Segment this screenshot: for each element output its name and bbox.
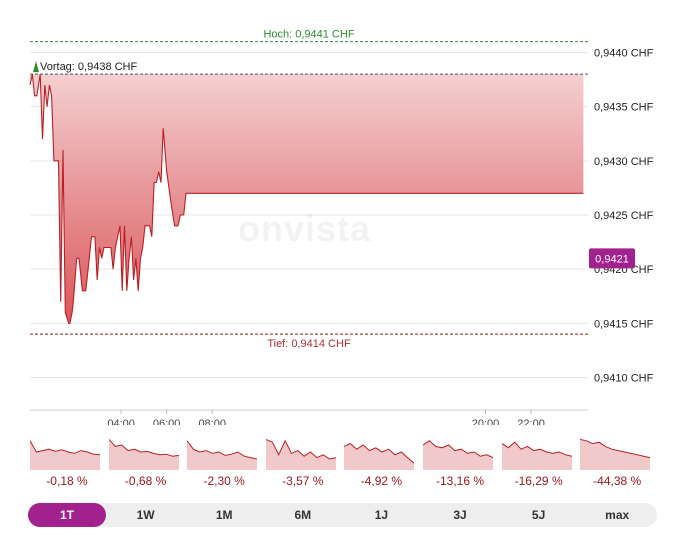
y-tick-label: 0,9435 CHF — [594, 102, 654, 114]
mini-chart-change: -16,29 % — [514, 474, 563, 488]
y-tick-label: 0,9410 CHF — [594, 373, 654, 385]
range-selector: 1T 1W 1M 6M 1J 3J 5J max — [28, 503, 657, 527]
mini-chart[interactable]: -0,18 % — [30, 434, 104, 492]
mini-chart-fill — [423, 440, 493, 470]
low-label: Tief: 0,9414 CHF — [267, 338, 351, 350]
mini-chart-fill — [30, 440, 100, 470]
mini-chart-fill — [501, 442, 572, 470]
range-button-max[interactable]: max — [605, 508, 630, 522]
price-chart[interactable]: 0,9440 CHF 0,9435 CHF 0,9430 CHF 0,9425 CHF… — [0, 0, 676, 425]
mini-chart-graphic — [187, 440, 258, 470]
mini-chart-graphic — [344, 443, 415, 470]
mini-chart-fill — [187, 440, 258, 470]
y-axis-ticks: 0,9440 CHF 0,9435 CHF 0,9430 CHF 0,9425 CHF… — [594, 48, 654, 385]
x-tick-label: 08:00 — [198, 418, 226, 425]
price-fill — [30, 74, 584, 324]
period-mini-charts: -0,18 % -0,68 % -2,30 % -3,57 % -4,92 % -13,1… — [30, 434, 660, 494]
up-arrow-icon — [33, 61, 39, 73]
mini-chart-change: -0,18 % — [46, 474, 88, 488]
mini-chart[interactable]: -4,92 % — [344, 434, 418, 492]
range-button-1j[interactable]: 1J — [374, 508, 389, 522]
last-price-badge: 0,9421 — [589, 248, 635, 269]
mini-chart-fill — [265, 439, 336, 470]
watermark-logo: onvista — [238, 208, 372, 249]
range-button-1m[interactable]: 1M — [215, 508, 233, 522]
mini-chart-line — [344, 443, 415, 464]
mini-chart[interactable]: -16,29 % — [501, 434, 576, 492]
x-tick-label: 22:00 — [517, 418, 545, 425]
mini-chart-line — [108, 439, 179, 457]
mini-chart-fill — [108, 439, 179, 470]
mini-chart-graphic — [501, 441, 572, 470]
mini-chart-fill — [580, 439, 651, 470]
mini-chart-change: -44,38 % — [593, 474, 642, 488]
x-tick-label: 06:00 — [153, 418, 181, 425]
mini-chart[interactable]: -13,16 % — [423, 434, 497, 492]
high-label: Hoch: 0,9441 CHF — [263, 29, 354, 41]
mini-chart[interactable]: -2,30 % — [187, 434, 261, 492]
mini-chart-line — [265, 438, 336, 460]
mini-chart-graphic — [108, 439, 179, 470]
mini-chart-change: -13,16 % — [435, 474, 485, 488]
reference-lines — [30, 41, 588, 335]
mini-chart-graphic — [423, 440, 493, 470]
y-tick-label: 0,9440 CHF — [594, 48, 654, 60]
range-button-6m[interactable]: 6M — [294, 508, 312, 522]
mini-chart-change: -4,92 % — [360, 474, 403, 488]
price-area — [29, 74, 584, 324]
mini-chart[interactable]: -44,38 % — [580, 434, 654, 492]
x-tick-label: 04:00 — [107, 418, 135, 425]
x-tick-label: 20:00 — [472, 418, 500, 425]
range-button-1w[interactable]: 1W — [136, 508, 155, 522]
mini-chart-fill — [344, 443, 415, 470]
mini-chart-graphic — [580, 438, 651, 470]
range-button-5j[interactable]: 5J — [531, 508, 546, 522]
mini-chart-change: -2,30 % — [203, 474, 245, 488]
mini-chart-line — [30, 440, 100, 456]
range-button-1t[interactable]: 1T — [28, 503, 106, 527]
mini-chart[interactable]: -3,57 % — [265, 434, 340, 492]
range-button-3j[interactable]: 3J — [453, 508, 467, 522]
y-tick-label: 0,9415 CHF — [594, 318, 654, 330]
mini-chart-line — [187, 440, 258, 460]
price-line — [29, 74, 584, 324]
mini-chart[interactable]: -0,68 % — [108, 434, 183, 492]
mini-chart-line — [501, 441, 572, 457]
mini-chart-change: -3,57 % — [282, 474, 324, 488]
mini-chart-line — [580, 438, 651, 459]
y-tick-label: 0,9430 CHF — [594, 156, 654, 168]
y-tick-label: 0,9425 CHF — [594, 210, 654, 222]
last-price-value: 0,9421 — [595, 253, 629, 265]
mini-chart-graphic — [265, 438, 336, 470]
previous-close-label: Vortag: 0,9438 CHF — [40, 61, 138, 73]
x-axis-ticks: 04:00 06:00 08:00 20:00 22:00 — [107, 410, 545, 425]
mini-chart-line — [423, 440, 493, 459]
mini-chart-change: -0,68 % — [124, 474, 167, 488]
mini-chart-graphic — [30, 440, 100, 470]
